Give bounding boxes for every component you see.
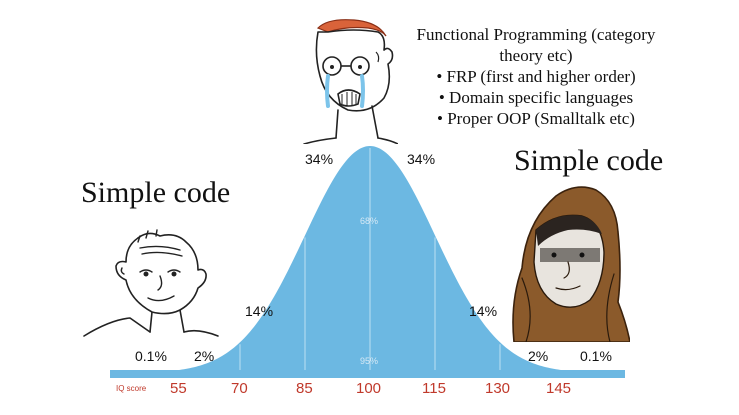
middle-caption-line: Functional Programming (category — [416, 25, 656, 44]
middle-caption-line: • Domain specific languages — [438, 88, 634, 107]
x-tick-label: 85 — [296, 380, 313, 397]
pct-far-left: 2% — [194, 348, 215, 364]
pct-outer-left: 0.1% — [135, 348, 167, 364]
wojak-crying-glasses-icon — [303, 19, 398, 144]
x-tick-label: 55 — [170, 380, 187, 397]
one-sd-interval-label: 68% — [360, 216, 379, 226]
wojak-hooded-monk-icon — [512, 186, 630, 342]
left-caption: Simple code — [81, 176, 231, 209]
pct-center-right: 34% — [407, 151, 436, 167]
x-axis-bar — [110, 370, 625, 378]
x-tick-label: 115 — [422, 380, 446, 397]
x-tick-label: 100 — [356, 380, 382, 397]
x-tick-label: 70 — [231, 380, 248, 397]
pct-far-right: 2% — [528, 348, 549, 364]
pct-outer-right: 0.1% — [580, 348, 612, 364]
wojak-simpleton-icon — [83, 229, 219, 337]
pct-center-left: 34% — [305, 151, 334, 167]
x-axis-title: IQ score — [116, 384, 147, 393]
standard-deviation-lines — [174, 148, 566, 373]
x-tick-label: 145 — [546, 380, 572, 397]
two-sd-interval-label: 95% — [360, 356, 379, 366]
middle-caption: Functional Programming (category theory … — [386, 24, 686, 129]
middle-caption-line: • FRP (first and higher order) — [436, 67, 636, 86]
middle-caption-line: • Proper OOP (Smalltalk etc) — [437, 109, 635, 128]
bell-curve-area — [110, 146, 625, 373]
pct-left: 14% — [245, 303, 274, 319]
right-caption: Simple code — [514, 144, 664, 177]
middle-caption-line: theory etc) — [499, 46, 573, 65]
pct-right: 14% — [469, 303, 498, 319]
x-tick-label: 130 — [485, 380, 511, 397]
